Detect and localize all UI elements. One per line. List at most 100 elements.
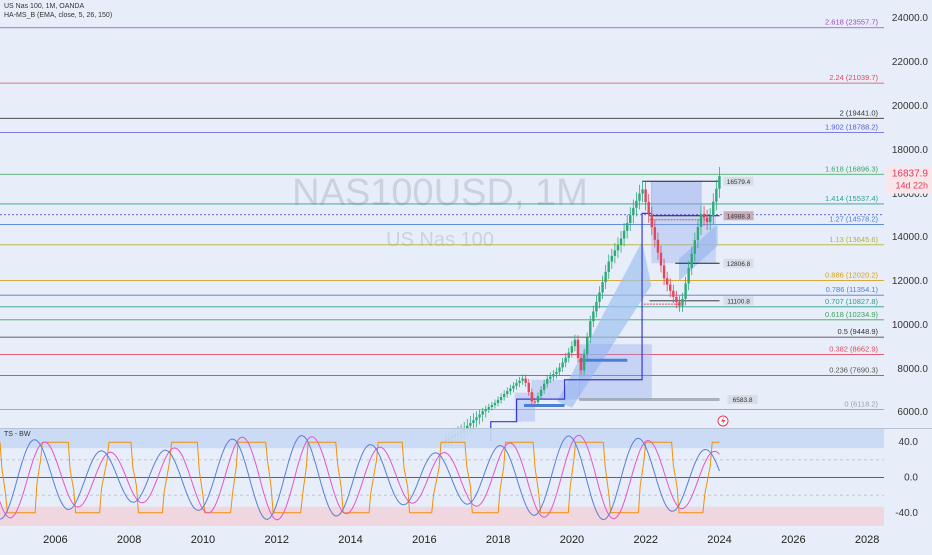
price-axis-tick-label: 6000.0 xyxy=(897,407,928,418)
fib-label: 2.618 (23557.7) xyxy=(825,18,878,27)
candle-body xyxy=(515,383,518,386)
candle-body xyxy=(625,222,629,231)
fib-label: 1.618 (16896.3) xyxy=(825,164,878,173)
candle-body xyxy=(552,374,555,377)
range-box xyxy=(650,180,702,217)
lightning-icon[interactable] xyxy=(717,415,729,427)
oscillator-axis[interactable]: 40.0 0.0 -40.0 xyxy=(895,437,918,519)
fib-label: 1.902 (18788.2) xyxy=(825,123,878,132)
fib-label: 0 (6118.2) xyxy=(844,399,878,408)
fib-label: 2 (19441.0) xyxy=(840,108,879,117)
time-axis-tick-label: 2012 xyxy=(265,534,289,546)
candle-body xyxy=(521,378,524,381)
fib-label: 0.707 (10827.8) xyxy=(825,297,878,306)
candle-body xyxy=(561,362,564,368)
fib-label: 1.27 (14578.2) xyxy=(829,215,878,224)
candle-body xyxy=(709,216,712,223)
candle-body xyxy=(632,207,635,216)
candle-body xyxy=(512,385,515,389)
candle-body xyxy=(696,227,700,241)
candle-body xyxy=(502,393,506,397)
price-axis-tick-label: 14000.0 xyxy=(892,232,929,243)
candle-body xyxy=(693,240,697,254)
oscillator-title[interactable]: TS - BW xyxy=(4,431,31,438)
candle-body xyxy=(490,405,494,408)
price-axis-tick-label: 16000.0 xyxy=(892,189,929,200)
range-box xyxy=(579,344,652,400)
time-axis-tick-label: 2018 xyxy=(486,534,510,546)
candle-body xyxy=(539,389,543,396)
candle-body xyxy=(524,378,527,383)
watermark-name: US Nas 100 xyxy=(386,229,494,251)
candle-body xyxy=(715,188,718,202)
price-axis-tick-label: 10000.0 xyxy=(892,320,929,331)
level-tag-label: 12806.8 xyxy=(727,261,751,268)
candle-body xyxy=(601,282,604,293)
fibonacci-levels: 0 (6118.2) 0.236 (7690.3) 0.382 (8662.9) 0.… xyxy=(0,18,884,410)
price-axis-tick-label: 20000.0 xyxy=(892,101,929,112)
candle-body xyxy=(644,189,647,203)
level-tag-bg xyxy=(723,296,754,306)
candle-body xyxy=(549,376,552,379)
candle-body xyxy=(675,296,678,303)
level-tag-bg xyxy=(723,258,754,268)
level-tag-bg xyxy=(727,394,758,404)
price-axis-tick-label: 12000.0 xyxy=(892,276,929,287)
fib-label: 1.13 (13645.6) xyxy=(829,235,878,244)
candle-body xyxy=(595,301,598,312)
candle-body xyxy=(481,411,484,415)
indicator-legend[interactable]: HA-MS_B (EMA, close, 5, 26, 150) xyxy=(4,12,113,19)
watermark-symbol: NAS100USD, 1M xyxy=(292,172,588,214)
candle-body xyxy=(678,302,681,306)
fib-label: 0.618 (10234.9) xyxy=(825,310,878,319)
candle-body xyxy=(555,371,558,375)
candle-body xyxy=(466,425,469,429)
price-axis-tick-label: 18000.0 xyxy=(892,145,929,156)
candle-body xyxy=(582,353,586,371)
candle-body xyxy=(536,395,540,403)
osc-axis-tick-label: 0.0 xyxy=(904,473,918,484)
time-axis-tick-label: 2020 xyxy=(560,534,584,546)
candle-body xyxy=(699,213,703,228)
candle-body xyxy=(622,230,626,239)
candle-body xyxy=(570,346,574,353)
candle-body xyxy=(586,337,589,354)
candle-body xyxy=(542,383,546,390)
fib-label: 0.5 (9448.9) xyxy=(838,327,879,336)
fib-label: 0.786 (11354.1) xyxy=(826,285,879,294)
candle-body xyxy=(690,253,693,268)
price-axis[interactable]: 6000.0 8000.0 10000.0 12000.0 14000.0 16000.0… xyxy=(886,13,932,418)
candlestick-series xyxy=(444,166,721,448)
fib-label: 1.414 (15537.4) xyxy=(825,194,878,203)
candle-body xyxy=(610,255,614,262)
osc-axis-tick-label: -40.0 xyxy=(895,508,918,519)
oscillator-series-line xyxy=(0,434,720,521)
candle-body xyxy=(616,244,620,251)
candle-body xyxy=(567,352,570,358)
time-axis[interactable]: 2006 2008 2010 2012 2014 2016 2018 2020 2022 2024… xyxy=(0,527,932,550)
candle-body xyxy=(656,239,660,253)
candle-body xyxy=(564,357,567,363)
current-price-badge xyxy=(886,166,932,194)
candle-body xyxy=(509,388,512,392)
level-tag-bg xyxy=(723,176,754,186)
time-axis-tick-label: 2006 xyxy=(43,534,67,546)
candle-body xyxy=(472,420,475,423)
oversold-zone xyxy=(0,506,884,526)
osc-axis-tick-label: 40.0 xyxy=(899,437,919,448)
oscillator-panel xyxy=(0,429,884,526)
level-tag-label: 16579.4 xyxy=(727,179,751,186)
fib-label: 2.24 (21039.7) xyxy=(829,73,878,82)
candle-body xyxy=(573,339,577,347)
candle-body xyxy=(613,250,617,256)
fib-label: 0.886 (12020.2) xyxy=(825,271,878,280)
symbol-legend[interactable]: US Nas 100, 1M, OANDA xyxy=(4,3,85,10)
level-tag-label: 11100.8 xyxy=(727,298,750,305)
current-price-label: 16837.9 xyxy=(892,169,929,180)
candle-body xyxy=(493,402,497,406)
candle-body xyxy=(653,227,657,240)
level-tag-label: 14988.3 xyxy=(727,213,751,220)
candle-body xyxy=(546,378,549,384)
